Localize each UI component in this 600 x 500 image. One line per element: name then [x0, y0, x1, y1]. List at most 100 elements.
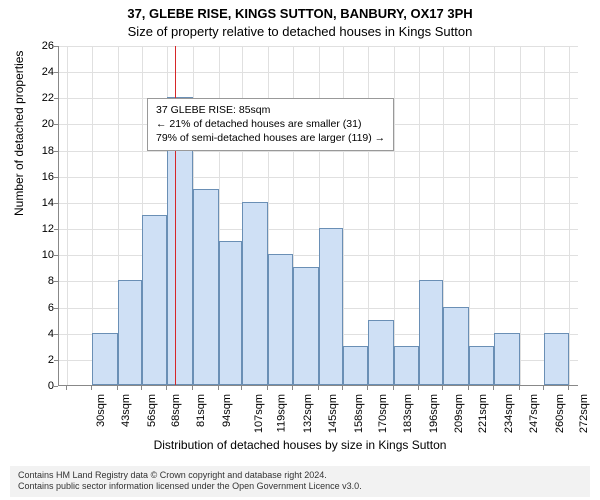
histogram-bar [319, 228, 343, 385]
y-tick-label: 22 [14, 92, 54, 104]
x-tick-mark [117, 386, 118, 390]
x-tick-mark [192, 386, 193, 390]
x-tick-label: 68sqm [170, 394, 182, 427]
histogram-bar [219, 241, 243, 385]
histogram-bar [394, 346, 420, 385]
y-tick-label: 10 [14, 249, 54, 261]
x-tick-label: 107sqm [253, 394, 265, 433]
y-tick-label: 18 [14, 145, 54, 157]
histogram-bar [293, 267, 319, 385]
x-tick-mark [218, 386, 219, 390]
chart-title-1: 37, GLEBE RISE, KINGS SUTTON, BANBURY, O… [0, 6, 600, 21]
histogram-bar [193, 189, 219, 385]
x-tick-mark [318, 386, 319, 390]
histogram-bar [142, 215, 168, 385]
x-tick-mark [166, 386, 167, 390]
grid-line-v [569, 46, 570, 385]
y-tick-mark [54, 334, 58, 335]
histogram-bar [92, 333, 118, 385]
x-tick-mark [141, 386, 142, 390]
histogram-bar [544, 333, 570, 385]
y-tick-mark [54, 203, 58, 204]
x-tick-label: 272sqm [578, 394, 590, 433]
histogram-bar [469, 346, 495, 385]
x-tick-label: 221sqm [477, 394, 489, 433]
y-tick-label: 0 [14, 380, 54, 392]
x-tick-label: 81sqm [195, 394, 207, 427]
x-tick-label: 30sqm [95, 394, 107, 427]
x-tick-mark [241, 386, 242, 390]
grid-line-v [520, 46, 521, 385]
x-tick-label: 183sqm [402, 394, 414, 433]
x-tick-label: 56sqm [146, 394, 158, 427]
plot-area: 37 GLEBE RISE: 85sqm ← 21% of detached h… [58, 46, 578, 386]
x-tick-mark [493, 386, 494, 390]
x-tick-mark [519, 386, 520, 390]
y-tick-label: 12 [14, 223, 54, 235]
x-tick-mark [367, 386, 368, 390]
y-tick-label: 16 [14, 171, 54, 183]
x-tick-label: 260sqm [554, 394, 566, 433]
x-tick-label: 209sqm [454, 394, 466, 433]
x-tick-label: 132sqm [302, 394, 314, 433]
footer-line1: Contains HM Land Registry data © Crown c… [18, 470, 582, 482]
y-tick-label: 8 [14, 275, 54, 287]
histogram-bar [118, 280, 142, 385]
annotation-line1: 37 GLEBE RISE: 85sqm [156, 103, 385, 117]
x-tick-label: 196sqm [428, 394, 440, 433]
x-tick-label: 43sqm [121, 394, 133, 427]
chart-title-2: Size of property relative to detached ho… [0, 24, 600, 39]
x-tick-mark [393, 386, 394, 390]
x-tick-mark [543, 386, 544, 390]
x-tick-mark [418, 386, 419, 390]
footer-line2: Contains public sector information licen… [18, 481, 582, 493]
y-tick-mark [54, 124, 58, 125]
histogram-bar [343, 346, 369, 385]
grid-line-v [67, 46, 68, 385]
annotation-line3: 79% of semi-detached houses are larger (… [156, 131, 385, 145]
y-tick-label: 14 [14, 197, 54, 209]
y-tick-label: 2 [14, 354, 54, 366]
annotation-box: 37 GLEBE RISE: 85sqm ← 21% of detached h… [147, 98, 394, 151]
y-tick-mark [54, 281, 58, 282]
x-tick-label: 234sqm [503, 394, 515, 433]
histogram-bar [368, 320, 394, 385]
x-tick-mark [267, 386, 268, 390]
x-tick-label: 119sqm [276, 394, 288, 432]
y-tick-label: 6 [14, 302, 54, 314]
histogram-bar [242, 202, 268, 385]
y-tick-label: 4 [14, 328, 54, 340]
y-tick-mark [54, 98, 58, 99]
histogram-chart: 37, GLEBE RISE, KINGS SUTTON, BANBURY, O… [0, 0, 600, 500]
x-tick-mark [66, 386, 67, 390]
x-tick-label: 94sqm [221, 394, 233, 427]
grid-line-v [469, 46, 470, 385]
x-tick-mark [468, 386, 469, 390]
y-tick-label: 24 [14, 66, 54, 78]
x-axis-label: Distribution of detached houses by size … [0, 438, 600, 452]
y-tick-mark [54, 308, 58, 309]
y-tick-mark [54, 46, 58, 47]
x-tick-mark [292, 386, 293, 390]
y-tick-mark [54, 177, 58, 178]
x-tick-mark [91, 386, 92, 390]
x-tick-mark [342, 386, 343, 390]
footer: Contains HM Land Registry data © Crown c… [10, 466, 590, 497]
histogram-bar [443, 307, 469, 385]
y-tick-mark [54, 151, 58, 152]
x-tick-label: 247sqm [528, 394, 540, 433]
histogram-bar [419, 280, 443, 385]
y-tick-mark [54, 360, 58, 361]
y-tick-label: 20 [14, 118, 54, 130]
y-tick-mark [54, 255, 58, 256]
y-tick-mark [54, 386, 58, 387]
y-tick-label: 26 [14, 40, 54, 52]
x-tick-label: 170sqm [377, 394, 389, 433]
grid-line-v [394, 46, 395, 385]
y-tick-mark [54, 72, 58, 73]
reference-line [175, 46, 176, 385]
x-tick-label: 158sqm [353, 394, 365, 433]
histogram-bar [268, 254, 294, 385]
annotation-line2: ← 21% of detached houses are smaller (31… [156, 117, 385, 131]
histogram-bar [494, 333, 520, 385]
